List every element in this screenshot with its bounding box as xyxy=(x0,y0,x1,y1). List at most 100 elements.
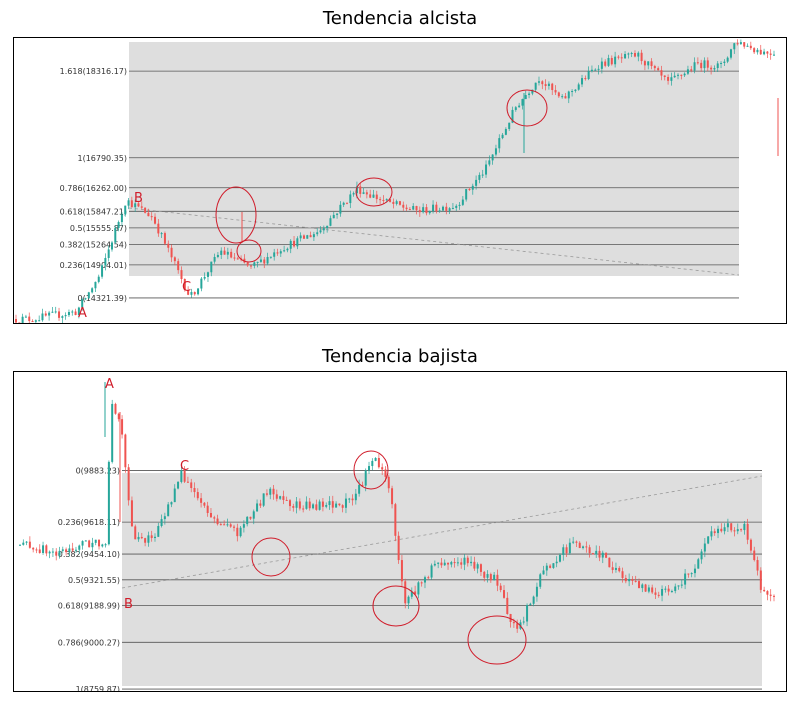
candle-body xyxy=(55,551,58,556)
candle-body xyxy=(504,128,507,135)
candle-body xyxy=(614,567,617,570)
candle-body xyxy=(361,484,364,486)
candle-body xyxy=(177,261,180,271)
candle-body xyxy=(397,535,400,561)
candle-body xyxy=(567,91,570,99)
candle-body xyxy=(663,75,666,77)
candle-body xyxy=(286,248,289,251)
candle-body xyxy=(293,240,296,247)
candle-body xyxy=(170,502,173,505)
candle-body xyxy=(19,544,21,546)
candle-body xyxy=(766,591,769,595)
candle-body xyxy=(170,247,173,258)
candle-body xyxy=(265,493,268,495)
candle-body xyxy=(279,496,282,499)
candle-body xyxy=(526,605,529,622)
candle-body xyxy=(28,316,31,322)
candle-body xyxy=(539,574,542,587)
candle-body xyxy=(664,588,667,590)
candle-body xyxy=(32,547,35,550)
candle-body xyxy=(700,62,703,69)
candle-body xyxy=(326,225,329,229)
pivot-label-c: C xyxy=(182,280,191,295)
candle-body xyxy=(435,204,438,212)
candle-body xyxy=(226,524,229,526)
candle-body xyxy=(575,541,578,543)
candle-body xyxy=(213,256,216,262)
candle-body xyxy=(253,262,256,266)
candle-body xyxy=(577,84,580,90)
candle-body xyxy=(630,53,633,55)
candle-body xyxy=(427,577,430,579)
candle-body xyxy=(574,89,577,92)
candle-body xyxy=(81,299,84,308)
candle-body xyxy=(160,519,163,527)
candle-body xyxy=(753,550,756,561)
candle-body xyxy=(700,551,703,560)
candle-body xyxy=(71,311,74,313)
candle-body xyxy=(377,457,380,468)
candle-body xyxy=(321,501,324,507)
candle-body xyxy=(614,56,617,65)
candle-body xyxy=(374,457,377,461)
candle-body xyxy=(163,516,166,520)
candle-body xyxy=(763,51,766,55)
fib-level-label: 0.5(9321.55) xyxy=(68,576,120,585)
candle-body xyxy=(769,53,772,55)
candle-body xyxy=(84,298,87,300)
candle-body xyxy=(514,107,517,110)
candle-body xyxy=(173,488,176,503)
candle-body xyxy=(91,542,94,548)
fib-level-label: 1.618(18316.17) xyxy=(60,67,127,76)
candle-body xyxy=(364,470,367,486)
candle-body xyxy=(587,71,590,80)
candle-body xyxy=(633,53,636,57)
fib-region xyxy=(129,42,739,276)
candle-body xyxy=(38,320,41,322)
candle-body xyxy=(723,527,726,532)
candle-body xyxy=(384,469,387,477)
candle-body xyxy=(440,562,443,566)
candle-body xyxy=(41,313,44,321)
candle-body xyxy=(687,573,690,575)
candle-body xyxy=(726,57,729,62)
highlight-circle xyxy=(353,450,389,490)
candle-body xyxy=(581,78,584,85)
candle-body xyxy=(518,105,521,108)
candle-body xyxy=(739,42,742,45)
candle-body xyxy=(400,560,403,582)
candle-body xyxy=(381,467,384,470)
candle-body xyxy=(216,254,219,257)
candle-body xyxy=(730,523,733,531)
candle-body xyxy=(371,460,374,467)
candle-body xyxy=(180,270,183,280)
candle-body xyxy=(486,574,489,578)
candle-body xyxy=(468,189,471,191)
candle-body xyxy=(256,503,259,512)
candle-body xyxy=(451,207,454,209)
candle-body xyxy=(379,199,382,201)
candle-body xyxy=(493,574,496,581)
candle-body xyxy=(31,321,34,323)
candle-body xyxy=(564,96,567,99)
candle-body xyxy=(690,69,693,71)
candle-body xyxy=(173,257,176,262)
candle-body xyxy=(465,189,468,200)
fib-level-label: 0.236(9618.11) xyxy=(58,518,120,527)
candle-body xyxy=(167,504,170,517)
candle-body xyxy=(67,311,70,316)
candle-body xyxy=(542,570,545,575)
candle-body xyxy=(756,560,759,571)
candle-body xyxy=(473,561,476,569)
candle-body xyxy=(512,621,515,624)
candle-body xyxy=(88,540,91,548)
candle-body xyxy=(243,258,246,263)
candle-body xyxy=(385,199,388,201)
candle-body xyxy=(157,526,160,537)
candle-body xyxy=(601,552,604,558)
candle-body xyxy=(94,539,97,543)
candle-body xyxy=(430,565,433,578)
candle-body xyxy=(239,527,242,537)
candle-body xyxy=(362,192,365,194)
candle-body xyxy=(256,261,259,263)
